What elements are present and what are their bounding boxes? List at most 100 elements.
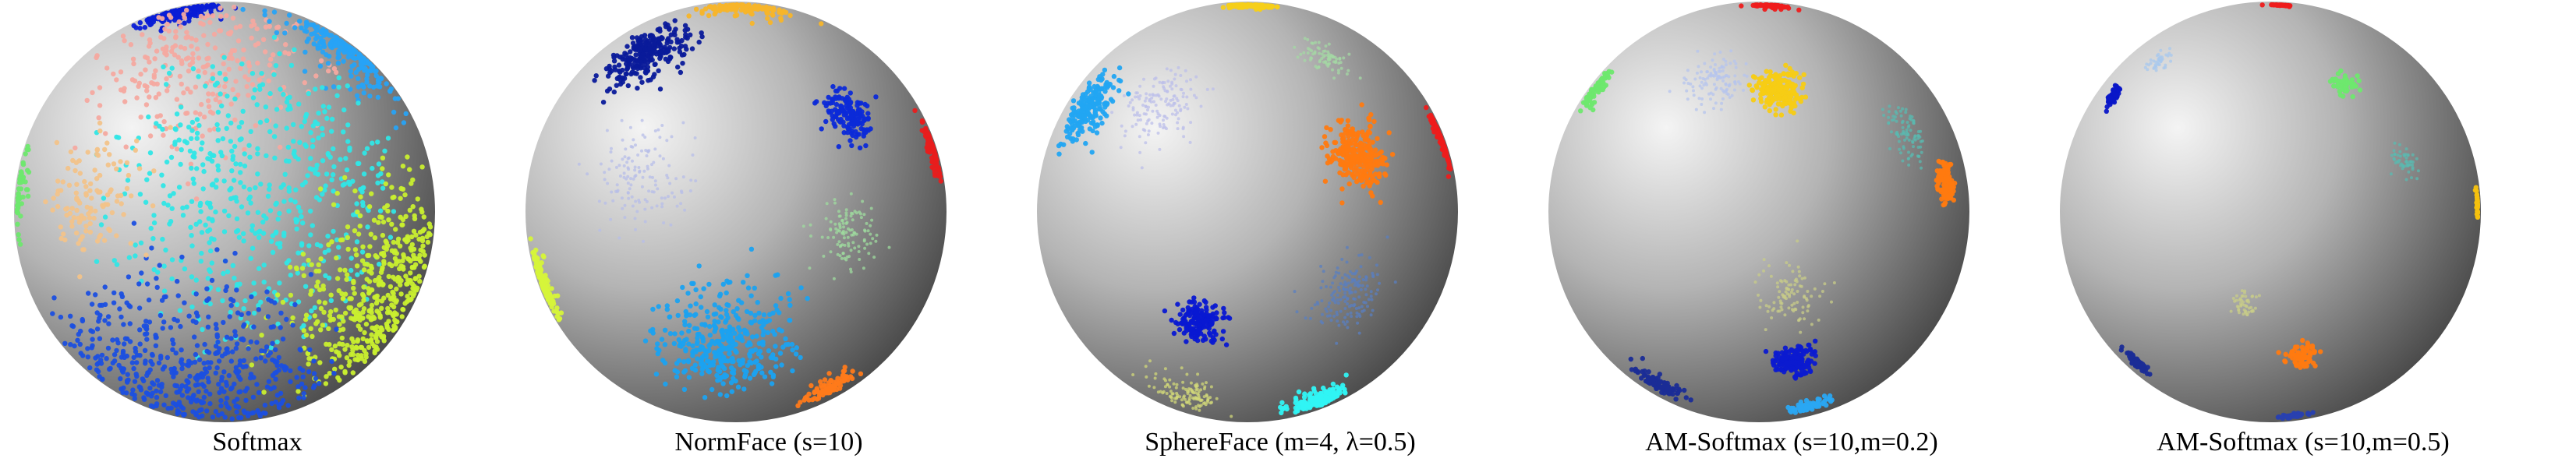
data-point [1192,93,1196,97]
data-point [680,191,684,195]
data-point [292,199,298,205]
data-point [94,53,100,58]
data-point [209,182,215,188]
data-point [1221,305,1226,312]
data-point [264,344,270,350]
sky-blue-cluster [240,6,409,131]
data-point [338,237,344,243]
data-point [630,195,634,199]
data-point [826,236,830,239]
data-point [1343,155,1350,160]
data-point [664,41,670,46]
data-point [168,325,174,330]
data-point [360,203,366,208]
data-point [1156,131,1160,135]
data-point [218,150,224,155]
data-point [133,147,138,153]
data-point [847,138,853,143]
data-point [157,123,162,129]
data-point [741,386,747,392]
data-point [391,239,396,245]
data-point [164,82,169,87]
data-point [193,383,199,388]
data-point [196,68,201,74]
data-point [699,305,704,310]
data-point [1206,326,1212,331]
data-point [1070,136,1076,142]
data-point [693,136,697,139]
data-point [849,214,853,218]
data-point [629,183,633,187]
data-point [1185,79,1188,83]
data-point [249,35,254,41]
data-point [365,72,370,78]
data-point [640,118,644,122]
data-point [1192,336,1198,342]
data-point [296,101,302,107]
data-point [235,38,242,44]
data-point [926,137,932,143]
data-point [842,365,847,370]
data-point [158,355,164,361]
data-point [1170,87,1174,91]
data-point [343,156,349,161]
data-point [1327,56,1331,60]
data-point [15,210,21,216]
data-point [635,58,640,63]
data-point [188,224,193,230]
data-point [94,176,100,182]
data-point [356,66,362,72]
data-point [532,250,537,256]
data-point [1110,111,1114,115]
data-point [182,300,187,305]
data-point [1373,147,1378,153]
data-point [1081,95,1087,101]
data-point [357,213,363,219]
data-point [1302,51,1306,55]
data-point [300,220,306,226]
data-point [829,108,835,114]
data-point [214,365,220,371]
data-point [222,258,228,264]
data-point [1176,127,1180,131]
data-point [676,337,681,343]
data-point [1135,113,1139,117]
data-point [334,93,340,99]
data-point [247,186,253,192]
data-point [769,381,775,386]
data-point [104,356,109,361]
data-point [528,236,533,242]
data-point [179,365,185,372]
data-point [93,355,98,361]
data-point [230,153,236,159]
data-point [1331,68,1334,72]
data-point [194,343,200,348]
data-point [364,69,370,74]
data-point [681,386,688,393]
data-point [54,139,60,146]
data-point [168,154,175,160]
data-point [264,118,270,123]
data-point [111,161,117,167]
data-point [278,241,283,246]
data-point [410,204,416,210]
data-point [625,177,628,181]
data-point [144,337,150,342]
data-point [221,229,228,234]
data-point [536,271,543,277]
data-point [249,245,256,251]
data-point [367,93,373,99]
data-point [229,385,235,390]
data-point [667,195,670,199]
data-point [638,170,642,174]
data-point [340,341,345,347]
data-point [164,76,169,82]
data-point [234,409,239,415]
data-point [232,333,239,339]
data-point [183,56,189,62]
data-point [1445,174,1452,179]
data-point [778,295,784,301]
data-point [822,100,827,105]
data-point [214,332,220,337]
data-point [847,374,854,379]
